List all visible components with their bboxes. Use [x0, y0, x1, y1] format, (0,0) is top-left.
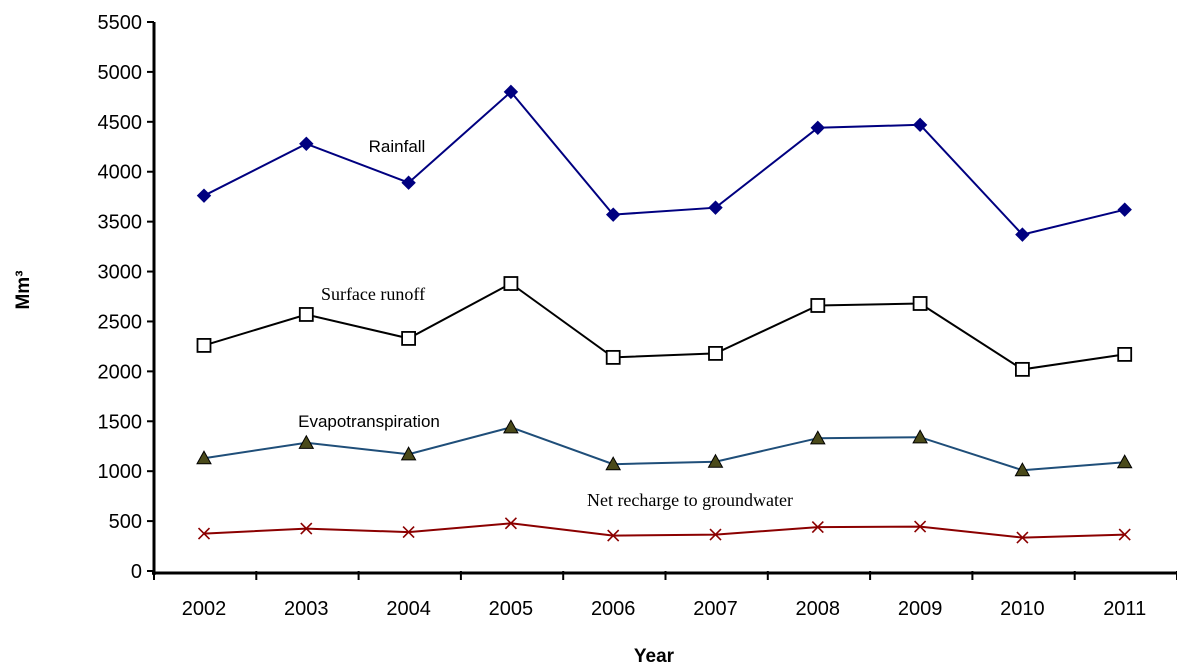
labels: Year Mm³ Rainfall Surface runoff Evapotr… [13, 137, 793, 667]
data-point-surface-runoff [810, 298, 826, 313]
data-point-surface-runoff [1015, 361, 1030, 377]
series-line-rainfall [203, 90, 1125, 236]
data-point-evapotranspiration [1014, 462, 1031, 477]
x-tick-label: 2004 [386, 598, 431, 620]
data-point-evapotranspiration [196, 450, 212, 465]
y-tick-label: 5000 [98, 62, 143, 84]
series-label-rainfall: Rainfall [369, 137, 426, 156]
series-layer [196, 84, 1133, 544]
data-point-net-recharge-to-groundwater [607, 529, 620, 542]
data-point-net-recharge-to-groundwater [197, 527, 211, 540]
x-tick-label: 2007 [693, 598, 738, 620]
x-tick-label: 2002 [182, 598, 227, 620]
data-point-rainfall [605, 207, 621, 222]
data-point-surface-runoff [605, 349, 621, 365]
data-point-surface-runoff [503, 276, 519, 291]
data-point-rainfall [401, 175, 416, 190]
data-point-surface-runoff [1117, 346, 1133, 362]
series-line-surface-runoff [203, 282, 1125, 371]
y-tick-label: 2000 [98, 361, 143, 383]
x-axis-title: Year [634, 646, 675, 667]
y-tick-label: 1500 [98, 411, 143, 433]
y-tick-label: 3000 [98, 262, 143, 284]
data-point-surface-runoff [298, 307, 314, 322]
data-point-evapotranspiration [298, 434, 315, 449]
data-point-evapotranspiration [707, 453, 724, 468]
y-tick-label: 1000 [98, 461, 143, 483]
y-tick-label: 0 [131, 561, 142, 583]
data-point-net-recharge-to-groundwater [300, 522, 313, 535]
series-label-net-recharge: Net recharge to groundwater [587, 490, 793, 510]
data-point-rainfall [196, 188, 212, 203]
data-point-evapotranspiration [809, 430, 826, 445]
data-point-rainfall [708, 200, 723, 215]
data-point-net-recharge-to-groundwater [504, 517, 517, 530]
data-point-evapotranspiration [1116, 454, 1133, 469]
x-tick-label: 2006 [591, 598, 636, 620]
series-line-net-recharge-to-groundwater [203, 522, 1125, 539]
data-point-rainfall [810, 120, 826, 136]
y-tick-label: 3500 [98, 212, 143, 234]
y-tick-label: 2500 [98, 311, 143, 333]
data-point-net-recharge-to-groundwater [709, 528, 722, 541]
data-point-rainfall [299, 136, 314, 151]
series-line-evapotranspiration [203, 426, 1125, 472]
data-point-rainfall [1117, 202, 1132, 217]
x-tick-label: 2009 [898, 598, 943, 620]
x-tick-label: 2011 [1103, 598, 1146, 620]
data-point-evapotranspiration [605, 456, 622, 471]
data-point-net-recharge-to-groundwater [811, 521, 824, 534]
series-label-surface-runoff: Surface runoff [321, 284, 425, 304]
data-point-net-recharge-to-groundwater [402, 526, 415, 539]
x-tick-label: 2003 [284, 598, 329, 620]
series-label-evapotranspiration: Evapotranspiration [298, 412, 440, 431]
data-point-rainfall [912, 117, 928, 133]
data-point-surface-runoff [912, 296, 928, 311]
x-tick-label: 2008 [796, 598, 841, 620]
data-point-net-recharge-to-groundwater [914, 520, 927, 533]
data-point-net-recharge-to-groundwater [1016, 531, 1029, 544]
y-tick-label: 4000 [98, 162, 143, 184]
y-tick-label: 500 [109, 511, 142, 533]
data-point-rainfall [503, 84, 519, 100]
x-tick-label: 2005 [489, 598, 534, 620]
data-point-evapotranspiration [400, 446, 417, 461]
axes: 0 500 1000 1500 2000 2500 3000 3500 4000 4500 5000… [98, 12, 1177, 620]
y-tick-label: 4500 [98, 112, 143, 134]
data-point-surface-runoff [196, 338, 212, 353]
data-point-net-recharge-to-groundwater [1118, 528, 1131, 541]
data-point-evapotranspiration [912, 429, 928, 444]
data-point-rainfall [1015, 227, 1030, 242]
data-point-surface-runoff [401, 331, 417, 346]
y-axis-title: Mm³ [13, 270, 34, 309]
data-point-surface-runoff [708, 345, 723, 361]
y-tick-label: 5500 [98, 12, 143, 34]
data-point-evapotranspiration [503, 419, 519, 434]
x-tick-label: 2010 [1000, 598, 1045, 620]
